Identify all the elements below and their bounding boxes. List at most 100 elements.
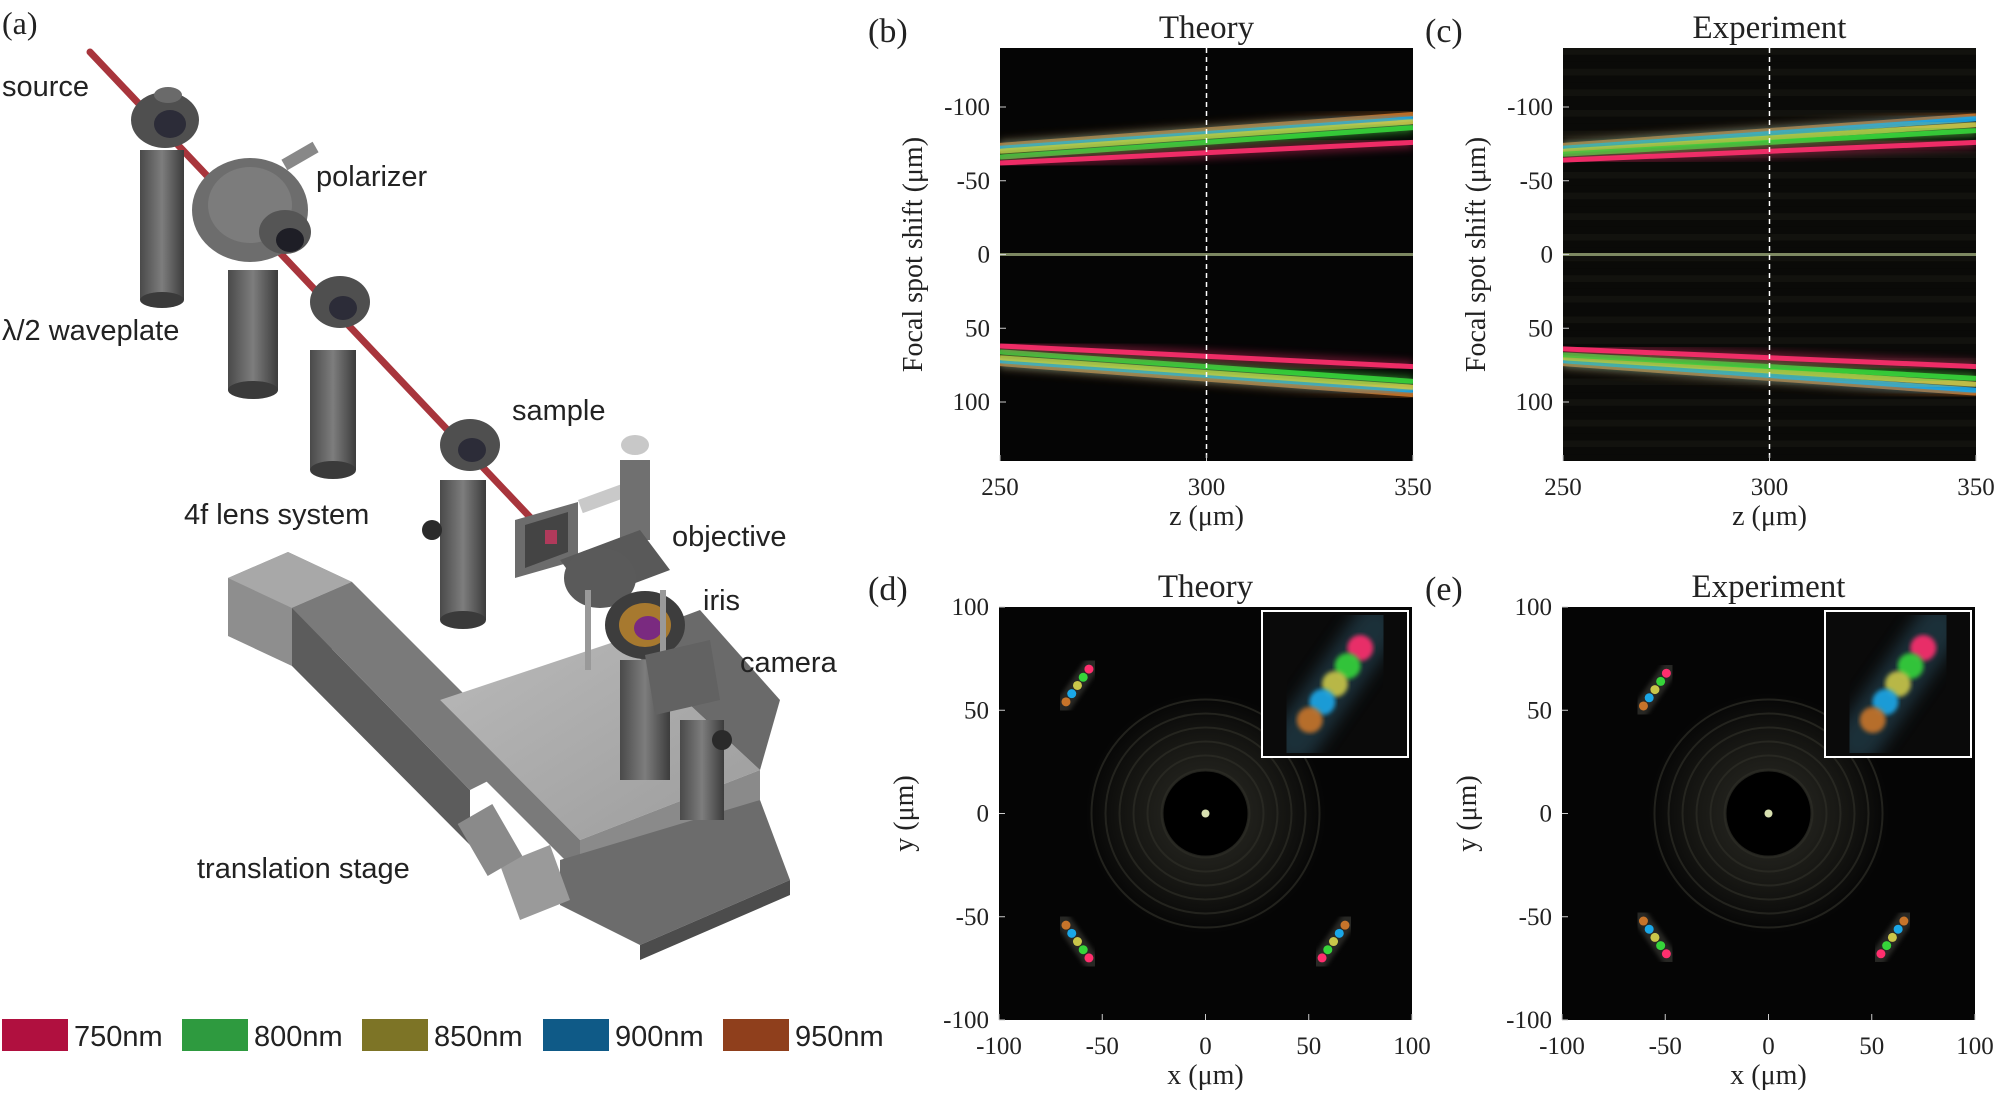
spot-850nm (1329, 937, 1339, 947)
noise-band (1563, 330, 1976, 338)
inset-spot-800nm (1897, 652, 1924, 679)
legend-item-750nm: 750nm (2, 1019, 163, 1053)
panel-a: (a) (2, 5, 838, 960)
noise-band (1563, 89, 1976, 97)
y-tick-label: 100 (1515, 594, 1553, 621)
y-axis-label: y (μm) (889, 775, 920, 851)
x-tick-label: 0 (1199, 1033, 1212, 1060)
y-tick-label: 50 (1527, 697, 1552, 724)
legend-swatch (723, 1019, 789, 1051)
spot-950nm (1340, 920, 1350, 930)
legend-label: 850nm (434, 1021, 523, 1053)
x-tick-label: 50 (1859, 1033, 1884, 1060)
noise-band (1563, 385, 1976, 393)
label-sample: sample (512, 395, 606, 427)
legend-item-950nm: 950nm (723, 1019, 884, 1053)
spot-950nm (1638, 701, 1648, 711)
halo-ring (1104, 712, 1307, 915)
chart-d: (d) Theory -100 -50 0 50 100 100 50 0 -50 -100 x (μm… (868, 569, 1431, 1091)
x-axis-label: z (μm) (1169, 501, 1244, 532)
legend-label: 750nm (74, 1021, 163, 1053)
spot-850nm (1650, 685, 1660, 695)
noise-band (1563, 240, 1976, 248)
panel-letter: (c) (1425, 13, 1463, 50)
spot-750nm (1084, 664, 1094, 674)
inset-spot-900nm (1309, 689, 1336, 716)
inset-spot-750nm (1347, 634, 1374, 661)
noise-band (1563, 295, 1976, 303)
y-tick-label: -100 (944, 94, 990, 121)
legend-item-900nm: 900nm (543, 1019, 704, 1053)
spot-950nm (1061, 920, 1071, 930)
halo-ring (1118, 726, 1293, 901)
spot-850nm (1650, 932, 1660, 942)
spot-800nm (1656, 676, 1666, 686)
zero-order-spot (1764, 809, 1773, 818)
spot-850nm (1072, 937, 1082, 947)
noise-band (1563, 158, 1976, 166)
spot-chain (1055, 656, 1100, 714)
y-tick-label: -50 (1520, 168, 1553, 195)
legend-item-850nm: 850nm (362, 1019, 523, 1053)
y-tick-label: 0 (1540, 801, 1553, 828)
plots: (b) Theory 250 300 350 -100 -50 0 50 100 z (μm) Foc… (868, 10, 1995, 1091)
x-axis-label: x (μm) (1167, 1060, 1243, 1091)
noise-band (1563, 302, 1976, 310)
inset-spot-850nm (1322, 671, 1348, 697)
y-axis-label: Focal spot shift (μm) (898, 137, 929, 372)
y-tick-label: -50 (1519, 904, 1552, 931)
halo-ring (1132, 740, 1279, 887)
y-tick-label: -50 (956, 904, 989, 931)
spot-900nm (1893, 924, 1903, 934)
y-tick-label: 100 (953, 389, 991, 416)
x-tick-label: 0 (1762, 1033, 1775, 1060)
y-tick-label: -50 (957, 168, 990, 195)
y-tick-label: 100 (952, 594, 990, 621)
halo-ring (1653, 698, 1884, 929)
x-tick-label: 350 (1957, 474, 1995, 501)
x-tick-label: -100 (1539, 1033, 1585, 1060)
spot-750nm (1876, 949, 1886, 959)
legend-item-800nm: 800nm (182, 1019, 343, 1053)
legend-label: 800nm (254, 1021, 343, 1053)
y-tick-label: 50 (1528, 315, 1553, 342)
x-tick-label: 300 (1188, 474, 1226, 501)
chart-title: Theory (1159, 10, 1255, 46)
spot-chain (1632, 908, 1678, 966)
spot-800nm (1323, 945, 1333, 955)
label-polarizer: polarizer (316, 161, 428, 193)
noise-band (1563, 61, 1976, 69)
y-tick-label: 100 (1516, 389, 1554, 416)
noise-band (1563, 178, 1976, 186)
y-tick-label: 0 (977, 801, 990, 828)
y-tick-label: 0 (978, 242, 991, 269)
halo-ring (1160, 768, 1251, 859)
legend-swatch (543, 1019, 609, 1051)
spot-900nm (1644, 693, 1654, 703)
chart-c: (c) Experiment 250 300 350 -100 -50 0 50 100 z (μm… (1425, 10, 1995, 532)
y-tick-label: 50 (965, 315, 990, 342)
x-tick-label: -50 (1649, 1033, 1682, 1060)
noise-band (1563, 268, 1976, 276)
label-iris: iris (703, 585, 740, 617)
chart-b: (b) Theory 250 300 350 -100 -50 0 50 100 z (μm) Foc… (868, 10, 1432, 532)
plot-content (1563, 48, 1976, 461)
chart-e: (e) Experiment -100 -50 0 50 100 100 50 0 -50 -100 x… (1425, 569, 1994, 1091)
y-tick-label: 50 (964, 697, 989, 724)
x-tick-label: 250 (1544, 474, 1582, 501)
inset-spot-950nm (1296, 707, 1323, 734)
halo-ring (1695, 740, 1842, 887)
spot-900nm (1334, 928, 1344, 938)
spot-750nm (1084, 953, 1094, 963)
spot-800nm (1078, 672, 1088, 682)
x-tick-label: 100 (1393, 1033, 1431, 1060)
x-tick-label: 300 (1751, 474, 1789, 501)
spot-900nm (1067, 928, 1077, 938)
spot-850nm (1887, 932, 1897, 942)
y-axis-label: Focal spot shift (μm) (1461, 137, 1492, 372)
spot-950nm (1899, 916, 1909, 926)
noise-band (1563, 447, 1976, 455)
spot-950nm (1638, 916, 1648, 926)
spot-750nm (1317, 953, 1327, 963)
y-axis-label: y (μm) (1452, 775, 1483, 851)
